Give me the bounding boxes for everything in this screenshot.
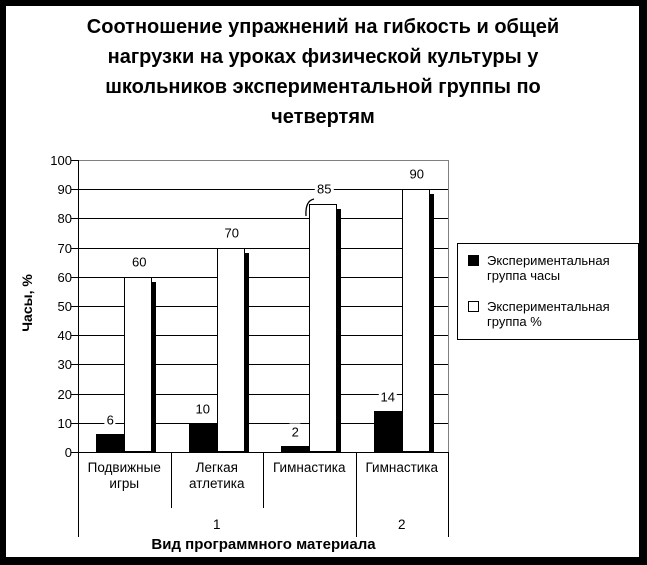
y-tick-label: 90 (57, 182, 72, 198)
category-separator (263, 452, 264, 508)
y-axis-line (78, 160, 79, 537)
bar-hours (373, 411, 402, 452)
y-axis-tick (71, 189, 79, 191)
legend-swatch-icon (468, 301, 479, 312)
category-label: Подвижные игры (87, 460, 161, 491)
category-label: Легкая атлетика (189, 460, 245, 491)
chart-title: Соотношение упражнений на гибкость и общ… (86, 16, 560, 128)
legend-item: Экспериментальная группа часы (468, 253, 634, 283)
gridline (78, 422, 448, 424)
group-separator (355, 452, 357, 537)
plot-area (78, 160, 449, 453)
bar-value-label: 6 (104, 411, 116, 429)
bar-shadow (152, 281, 157, 452)
y-axis-tick (71, 247, 79, 249)
y-axis-title: Часы, % (19, 274, 35, 332)
y-axis-tick (71, 422, 79, 424)
bar-value-label: 90 (407, 165, 426, 183)
bar-value-label: 2 (289, 423, 301, 441)
bar-value-label: 14 (378, 388, 397, 406)
category-separator (170, 452, 172, 508)
legend-swatch-icon (468, 255, 479, 266)
gridline (78, 218, 448, 220)
legend-item: Экспериментальная группа % (468, 299, 634, 329)
y-tick-label: 100 (50, 153, 72, 168)
bar-value-label: 85 (315, 180, 334, 198)
legend: Экспериментальная группа часы Эксперимент… (457, 243, 639, 340)
y-axis-tick (71, 452, 79, 453)
bar-value-label: 60 (130, 253, 149, 271)
gridline (78, 247, 448, 249)
y-tick-label: 50 (57, 299, 72, 314)
bar-shadow (244, 252, 249, 452)
y-axis-tick (71, 218, 79, 220)
y-axis-tick (71, 306, 79, 307)
bar-shadow (429, 194, 434, 452)
bar-percent (309, 203, 338, 452)
y-tick-label: 10 (57, 415, 72, 431)
legend-series-name: Экспериментальная группа часы (487, 253, 610, 283)
y-axis-tick (71, 276, 79, 278)
bar-hours (281, 446, 310, 452)
bar-shadow (337, 208, 342, 452)
bar-percent (124, 276, 153, 452)
bar-percent (401, 189, 430, 452)
bar-hours (188, 422, 217, 452)
bar-value-label: 70 (222, 224, 241, 242)
gridline (78, 335, 448, 337)
y-tick-label: 70 (57, 240, 72, 256)
group-label: 2 (397, 517, 406, 532)
bar-hours (96, 434, 125, 452)
y-tick-label: 0 (64, 445, 72, 460)
y-tick-label: 80 (57, 211, 72, 227)
y-axis-tick (71, 393, 79, 395)
x-axis-title: Вид программного материала (151, 536, 376, 553)
group-label: 1 (212, 517, 221, 532)
gridline (78, 276, 448, 278)
gridline (78, 306, 448, 307)
gridline (78, 364, 448, 366)
legend-series-name: Экспериментальная группа % (487, 299, 610, 329)
y-axis-tick (71, 364, 79, 366)
label-leader-line (305, 198, 315, 217)
y-tick-label: 40 (57, 328, 72, 344)
y-tick-label: 20 (57, 386, 72, 402)
category-label: Гимнастика (365, 460, 439, 475)
gridline (78, 189, 448, 191)
group-separator (448, 452, 449, 537)
gridline (78, 393, 448, 395)
bar-value-label: 10 (193, 400, 212, 418)
y-tick-label: 30 (57, 357, 72, 373)
y-tick-label: 60 (57, 269, 72, 285)
y-axis-tick (71, 335, 79, 337)
category-label: Гимнастика (272, 460, 346, 475)
x-axis-line (78, 452, 449, 453)
y-axis-tick (71, 160, 79, 161)
bar-percent (216, 247, 245, 452)
